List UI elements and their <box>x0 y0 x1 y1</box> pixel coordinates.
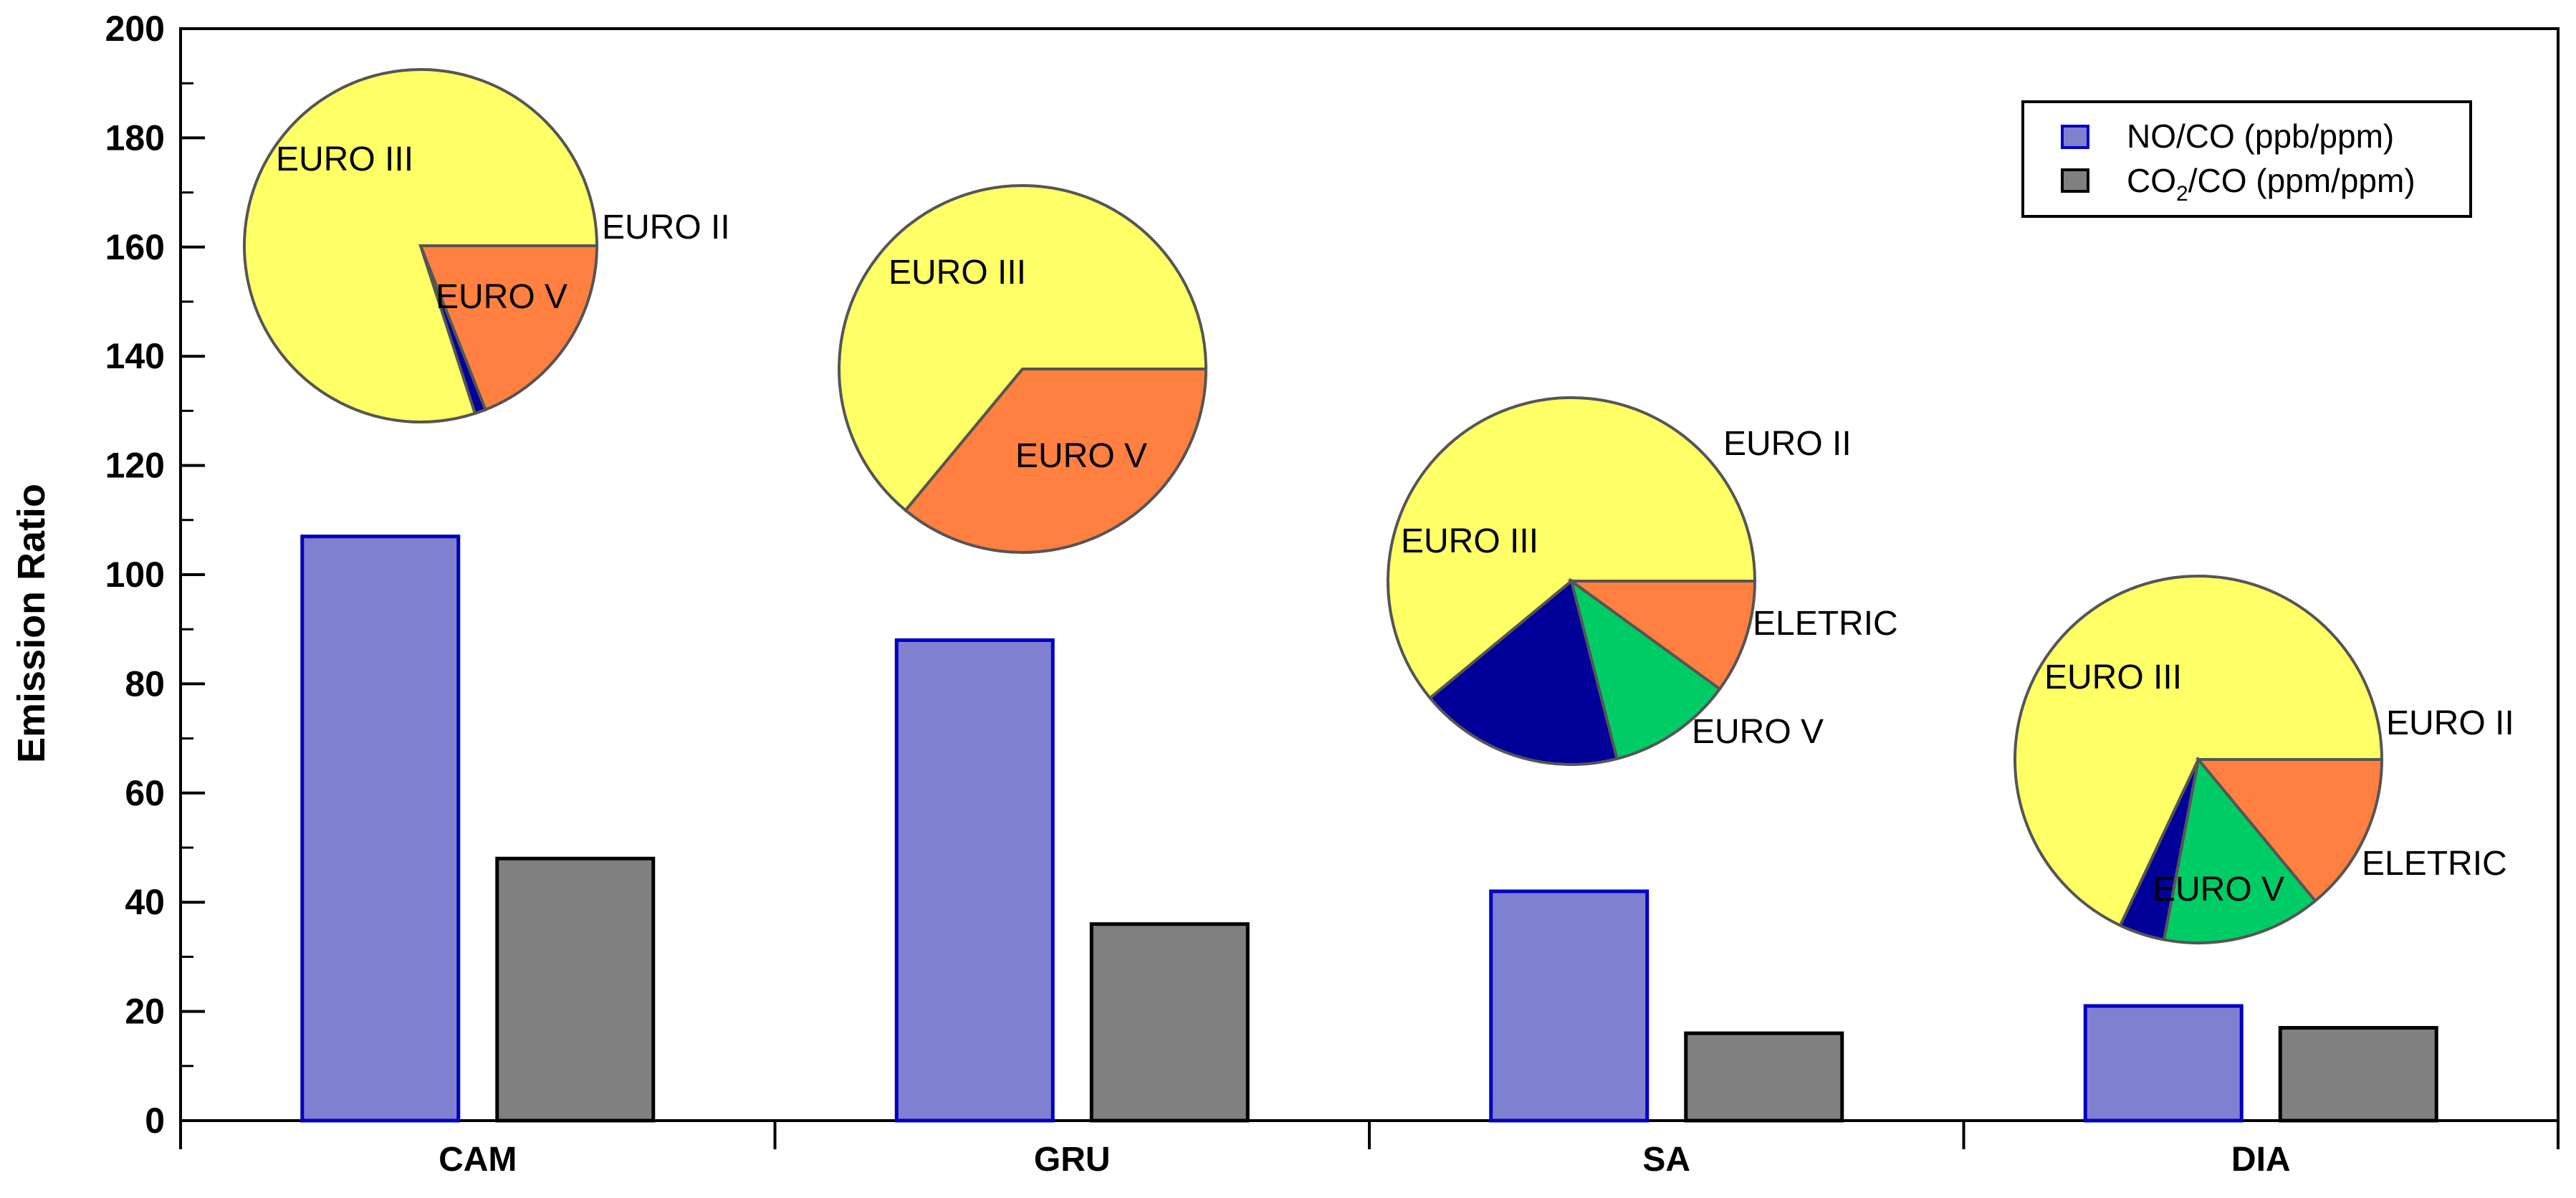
pie-slice-label: EURO V <box>1015 437 1147 475</box>
bar <box>1684 1031 1844 1123</box>
pie-slice-label: EURO III <box>276 140 413 178</box>
x-category-label: GRU <box>1034 1141 1111 1179</box>
axes: 0 20 40 60 80 100 120 140 160 180 200 CAM GRU SA DIA <box>105 9 2560 1179</box>
y-tick-label: 80 <box>125 663 165 704</box>
y-axis-title: Emission Ratio <box>10 484 53 763</box>
pie-slice <box>243 68 599 423</box>
pie-slice <box>2195 758 2384 904</box>
bar <box>1489 889 1649 1123</box>
pie-slice <box>2014 575 2384 928</box>
pie-slice-label: ELETRIC <box>2362 845 2507 883</box>
x-category-label: CAM <box>439 1141 517 1179</box>
pie-slice <box>838 184 1208 513</box>
bars <box>300 535 2438 1123</box>
pie-slice-label: EURO II <box>602 209 730 246</box>
bar <box>495 856 656 1123</box>
y-tick-label: 100 <box>105 555 165 595</box>
y-tick-label: 200 <box>105 9 165 49</box>
y-tick-label: 60 <box>125 773 165 813</box>
pie-slice-label: EURO III <box>889 254 1026 292</box>
pie-slice-label: EURO II <box>1723 425 1852 463</box>
y-tick-label: 180 <box>105 118 165 158</box>
y-tick-label: 40 <box>125 882 165 922</box>
y-tick-label: 160 <box>105 227 165 267</box>
y-tick-label: 120 <box>105 446 165 486</box>
x-category-label: SA <box>1642 1141 1690 1179</box>
pie-slice-label: EURO III <box>1401 522 1538 560</box>
pie-slice-label: EURO V <box>436 278 568 316</box>
bar <box>2083 1004 2244 1123</box>
pie-cam: EURO III EURO II EURO V <box>243 68 730 423</box>
x-category-label: DIA <box>2231 1141 2291 1179</box>
pie-dia: EURO III EURO II ELETRIC EURO V <box>2014 575 2514 944</box>
pie-slice-label: EURO III <box>2044 658 2182 696</box>
legend-swatch <box>2061 168 2089 193</box>
bar <box>894 638 1055 1123</box>
legend-label: NO/CO (ppb/ppm) <box>2127 118 2394 155</box>
pie-sa: EURO III EURO II ELETRIC EURO V <box>1387 396 1898 766</box>
legend-swatch <box>2061 125 2089 149</box>
pie-slice <box>2162 756 2317 944</box>
pie-slice <box>1566 580 1757 691</box>
bar <box>1089 922 1250 1123</box>
pie-slice <box>1387 396 1757 700</box>
pie-slice-label: EURO V <box>2153 871 2284 909</box>
y-tick-label: 0 <box>145 1101 165 1141</box>
y-tick-label: 20 <box>125 992 165 1032</box>
y-tick-label: 140 <box>105 336 165 376</box>
bar <box>300 535 461 1123</box>
pie-slice-label: EURO V <box>1692 713 1824 751</box>
pie-slice-label: EURO II <box>2386 704 2514 742</box>
pie-slice <box>904 368 1208 554</box>
bar <box>2278 1025 2438 1123</box>
pie-slice-label: ELETRIC <box>1753 605 1898 643</box>
pie-gru: EURO III EURO V <box>838 184 1208 554</box>
pie-slice <box>1569 578 1722 761</box>
legend-box <box>2021 100 2472 218</box>
legend: NO/CO (ppb/ppm) CO2/CO (ppm/ppm) <box>2021 100 2472 218</box>
legend-label: CO2/CO (ppm/ppm) <box>2127 162 2415 206</box>
pie-slice <box>1427 578 1619 766</box>
pie-slice <box>418 244 599 412</box>
